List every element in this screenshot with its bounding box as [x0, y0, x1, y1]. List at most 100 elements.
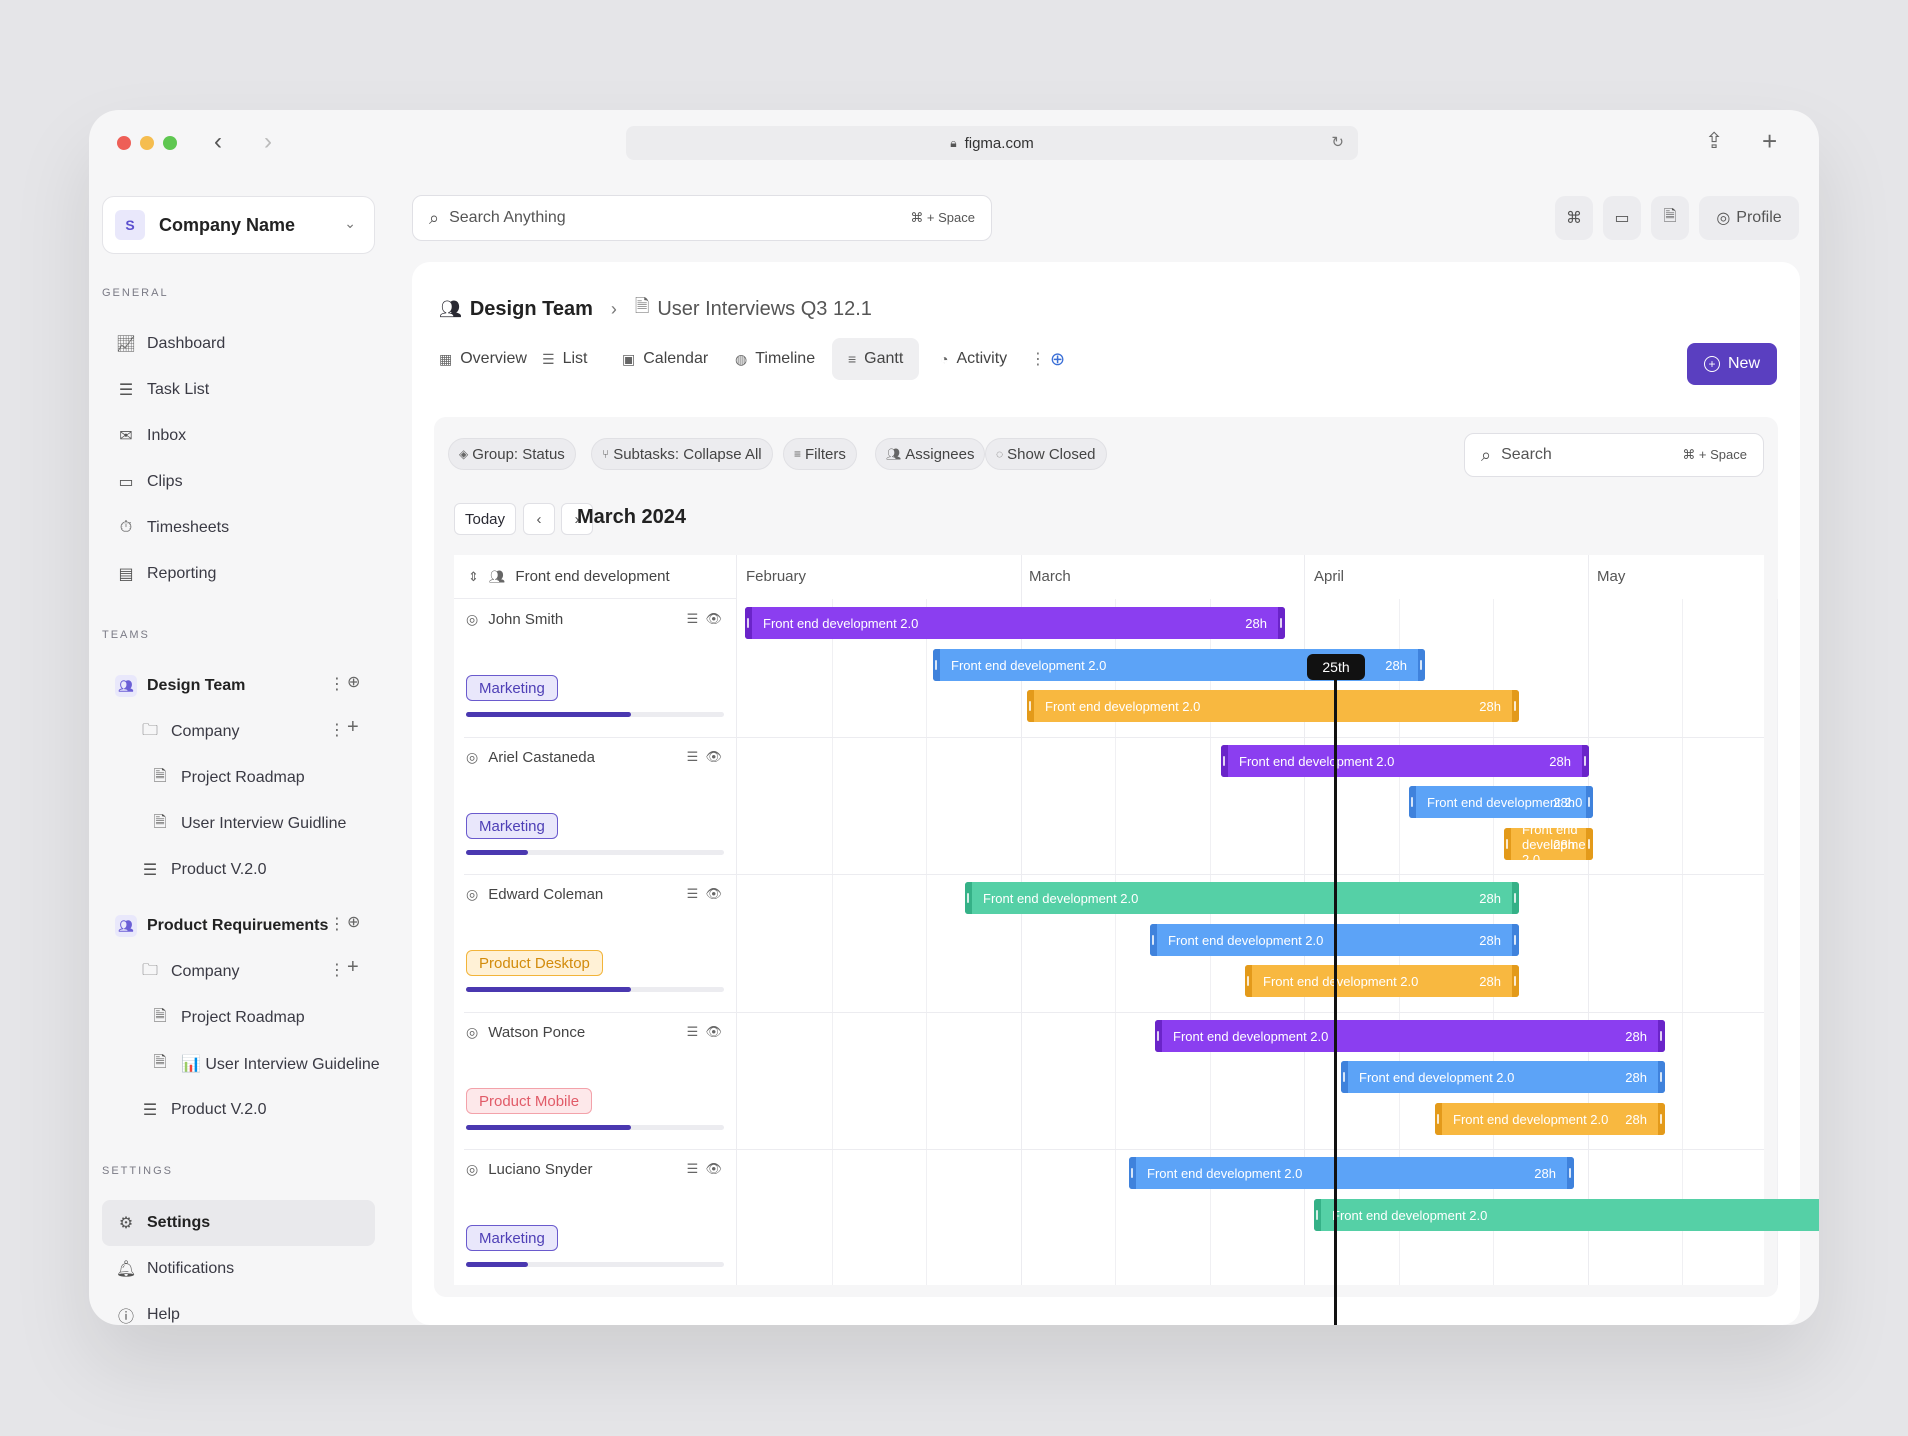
status-badge[interactable]: Marketing: [466, 813, 558, 839]
assignee[interactable]: ◎ Watson Ponce: [466, 1024, 585, 1041]
resize-handle-right[interactable]: [1278, 607, 1285, 639]
gantt-task-bar[interactable]: Front end development 2.0 28h: [1129, 1157, 1574, 1189]
assignee[interactable]: ◎ Luciano Snyder: [466, 1161, 592, 1178]
new-button[interactable]: + New: [1687, 343, 1777, 385]
sidebar-team-product[interactable]: 👥︎ Product Requiruements: [115, 913, 328, 939]
resize-handle-right[interactable]: [1582, 745, 1589, 777]
sidebar-item-help[interactable]: ⓘ Help: [115, 1302, 180, 1325]
gantt-task-bar[interactable]: Front end development 2.0: [1314, 1199, 1819, 1231]
assignee[interactable]: ◎ Ariel Castaneda: [466, 749, 595, 766]
assignee[interactable]: ◎ John Smith: [466, 611, 563, 628]
gantt-task-bar[interactable]: Front end development 2.0 28h: [1435, 1103, 1665, 1135]
gantt-task-bar[interactable]: Front end development 2.0 28h: [1341, 1061, 1665, 1093]
add-circle-icon[interactable]: ⊕: [347, 914, 361, 931]
sidebar-doc-project-roadmap[interactable]: 🗎 Project Roadmap: [149, 1005, 305, 1031]
more-icon[interactable]: ⋮: [329, 916, 345, 933]
close-dot[interactable]: [117, 136, 131, 150]
resize-handle-left[interactable]: [1150, 924, 1157, 956]
document-button[interactable]: 🗎: [1651, 196, 1689, 240]
today-button[interactable]: Today: [454, 503, 516, 535]
minimize-dot[interactable]: [140, 136, 154, 150]
resize-handle-left[interactable]: [1435, 1103, 1442, 1135]
subtasks-icon[interactable]: ☰: [686, 1024, 699, 1039]
filter-group-status[interactable]: ◈ Group: Status: [448, 438, 576, 470]
forward-arrow-icon[interactable]: ›: [264, 128, 272, 155]
next-month-button[interactable]: ›: [561, 503, 593, 535]
sidebar-doc-user-interview[interactable]: 🗎 📊 User Interview Guideline: [149, 1051, 380, 1077]
company-switcher[interactable]: S Company Name ⌄: [102, 196, 375, 254]
sidebar-doc-project-roadmap[interactable]: 🗎 Project Roadmap: [149, 765, 305, 791]
resize-handle-right[interactable]: [1658, 1103, 1665, 1135]
add-circle-icon[interactable]: ⊕: [347, 674, 361, 691]
gantt-task-bar[interactable]: Front end development 2.0 28h: [965, 882, 1519, 914]
resize-handle-right[interactable]: [1658, 1061, 1665, 1093]
maximize-dot[interactable]: [163, 136, 177, 150]
resize-handle-right[interactable]: [1418, 649, 1425, 681]
resize-handle-left[interactable]: [933, 649, 940, 681]
resize-handle-left[interactable]: [1314, 1199, 1321, 1231]
subtasks-icon[interactable]: ☰: [686, 749, 699, 764]
back-arrow-icon[interactable]: ‹: [214, 128, 222, 155]
tabs-more-icon[interactable]: ⋮: [1030, 351, 1046, 368]
more-icon[interactable]: ⋮: [329, 962, 345, 979]
resize-handle-right[interactable]: [1512, 690, 1519, 722]
filter-subtasks[interactable]: ⑂ Subtasks: Collapse All: [591, 438, 773, 470]
resize-handle-right[interactable]: [1658, 1020, 1665, 1052]
profile-button[interactable]: ◎ Profile: [1699, 196, 1799, 240]
resize-handle-left[interactable]: [745, 607, 752, 639]
tab-timeline[interactable]: ◍ Timeline: [735, 338, 815, 380]
filter-show-closed[interactable]: ◌ Show Closed: [985, 438, 1107, 470]
resize-handle-right[interactable]: [1586, 786, 1593, 818]
more-icon[interactable]: ⋮: [329, 676, 345, 693]
gantt-search-input[interactable]: ⌕ Search ⌘ + Space: [1464, 433, 1764, 477]
more-icon[interactable]: ⋮: [329, 722, 345, 739]
address-bar[interactable]: 🔒︎ figma.com ↻: [626, 126, 1358, 160]
apps-button[interactable]: ⌘: [1555, 196, 1593, 240]
share-icon[interactable]: ⇪: [1705, 128, 1724, 153]
add-icon[interactable]: +: [347, 716, 359, 738]
sidebar-item-task-list[interactable]: ☰ Task List: [115, 377, 209, 403]
gantt-task-bar[interactable]: Front end development 2.0 28h: [1221, 745, 1589, 777]
sidebar-item-notifications[interactable]: 🔔︎ Notifications: [115, 1256, 234, 1282]
resize-handle-left[interactable]: [965, 882, 972, 914]
eye-icon[interactable]: 👁︎: [705, 886, 722, 901]
sidebar-item-reporting[interactable]: ▤ Reporting: [115, 561, 216, 587]
gantt-task-bar[interactable]: Front end development 2.0 28h: [745, 607, 1285, 639]
sidebar-list-product[interactable]: ☰ Product V.2.0: [139, 857, 267, 883]
resize-handle-left[interactable]: [1341, 1061, 1348, 1093]
filter-assignees[interactable]: 👥︎ Assignees: [875, 438, 986, 470]
status-badge[interactable]: Marketing: [466, 675, 558, 701]
search-input[interactable]: ⌕ Search Anything ⌘ + Space: [412, 195, 992, 241]
sidebar-list-product[interactable]: ☰ Product V.2.0: [139, 1097, 267, 1123]
new-tab-icon[interactable]: +: [1762, 126, 1778, 156]
resize-handle-right[interactable]: [1512, 924, 1519, 956]
status-badge[interactable]: Marketing: [466, 1225, 558, 1251]
group-header[interactable]: ⇕ 👥︎ Front end development: [454, 555, 736, 599]
sidebar-doc-user-interview[interactable]: 🗎 User Interview Guidline: [149, 811, 347, 837]
resize-handle-left[interactable]: [1504, 828, 1511, 860]
sidebar-item-timesheets[interactable]: ⏱ Timesheets: [115, 515, 229, 541]
resize-handle-right[interactable]: [1586, 828, 1593, 860]
sidebar-team-design[interactable]: 👥︎ Design Team: [115, 673, 245, 699]
subtasks-icon[interactable]: ☰: [686, 1161, 699, 1176]
resize-handle-left[interactable]: [1409, 786, 1416, 818]
gantt-task-bar[interactable]: Front end development 2.0 28h: [1027, 690, 1519, 722]
gantt-task-bar[interactable]: Front end development 2.0 28h: [1155, 1020, 1665, 1052]
sidebar-folder-company[interactable]: 🗀 Company: [139, 959, 240, 985]
resize-handle-right[interactable]: [1567, 1157, 1574, 1189]
subtasks-icon[interactable]: ☰: [686, 611, 699, 626]
video-call-button[interactable]: ▭: [1603, 196, 1641, 240]
eye-icon[interactable]: 👁︎: [705, 749, 722, 764]
status-badge[interactable]: Product Desktop: [466, 950, 603, 976]
eye-icon[interactable]: 👁︎: [705, 1161, 722, 1176]
sidebar-item-settings[interactable]: ⚙ Settings: [115, 1210, 210, 1236]
reload-icon[interactable]: ↻: [1331, 134, 1344, 151]
sidebar-item-dashboard[interactable]: 📈︎ Dashboard: [115, 331, 225, 357]
breadcrumb-doc[interactable]: User Interviews Q3 12.1: [657, 297, 872, 320]
tab-overview[interactable]: ▦ Overview: [439, 338, 527, 380]
filter-filters[interactable]: ≡ Filters: [783, 438, 857, 470]
add-icon[interactable]: +: [347, 956, 359, 978]
tab-list[interactable]: ☰ List: [542, 338, 587, 380]
tab-calendar[interactable]: ▣ Calendar: [622, 338, 708, 380]
eye-icon[interactable]: 👁︎: [705, 611, 722, 626]
